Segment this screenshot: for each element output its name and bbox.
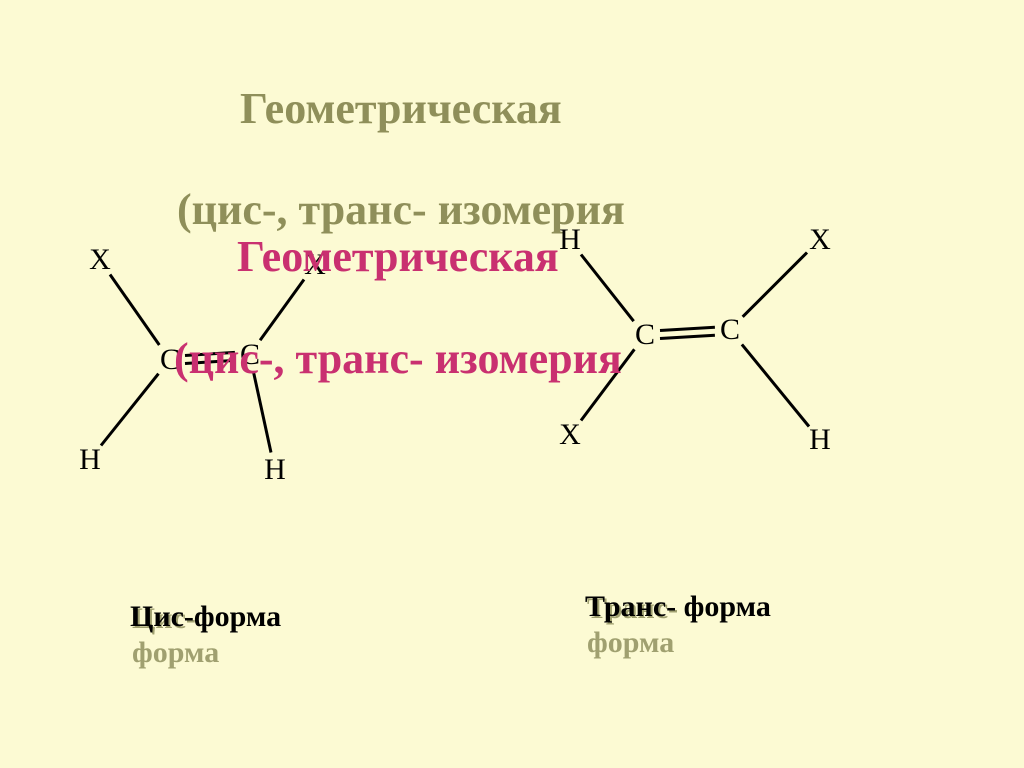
slide-title-front: Геометрическая (цис-, транс- изомерия [130,182,622,435]
title-line1: Геометрическая [237,232,559,281]
trans-atom-h: H [809,423,831,457]
cis-caption-front: Цис-форма [130,600,281,634]
trans-atom-x: X [809,223,831,257]
cis-atom-h: H [264,453,286,487]
trans-bond [740,343,810,427]
slide-title: Геометрическая (цис-, транс- изомерия Ге… [130,30,622,485]
trans-bond [660,333,715,339]
trans-atom-c: C [635,318,655,352]
title-line1-shadow: Геометрическая [240,84,562,133]
trans-atom-c: C [720,313,740,347]
cis-atom-h: H [79,443,101,477]
title-line2: (цис-, транс- изомерия [174,334,622,383]
cis-atom-x: X [89,243,111,277]
trans-caption: Транс- форма Транс- форма [585,590,771,624]
trans-caption-front: Транс- форма [585,590,771,624]
cis-caption: Цис-форма Цис-форма [130,600,281,634]
trans-bond [742,252,809,319]
trans-bond [660,325,715,331]
